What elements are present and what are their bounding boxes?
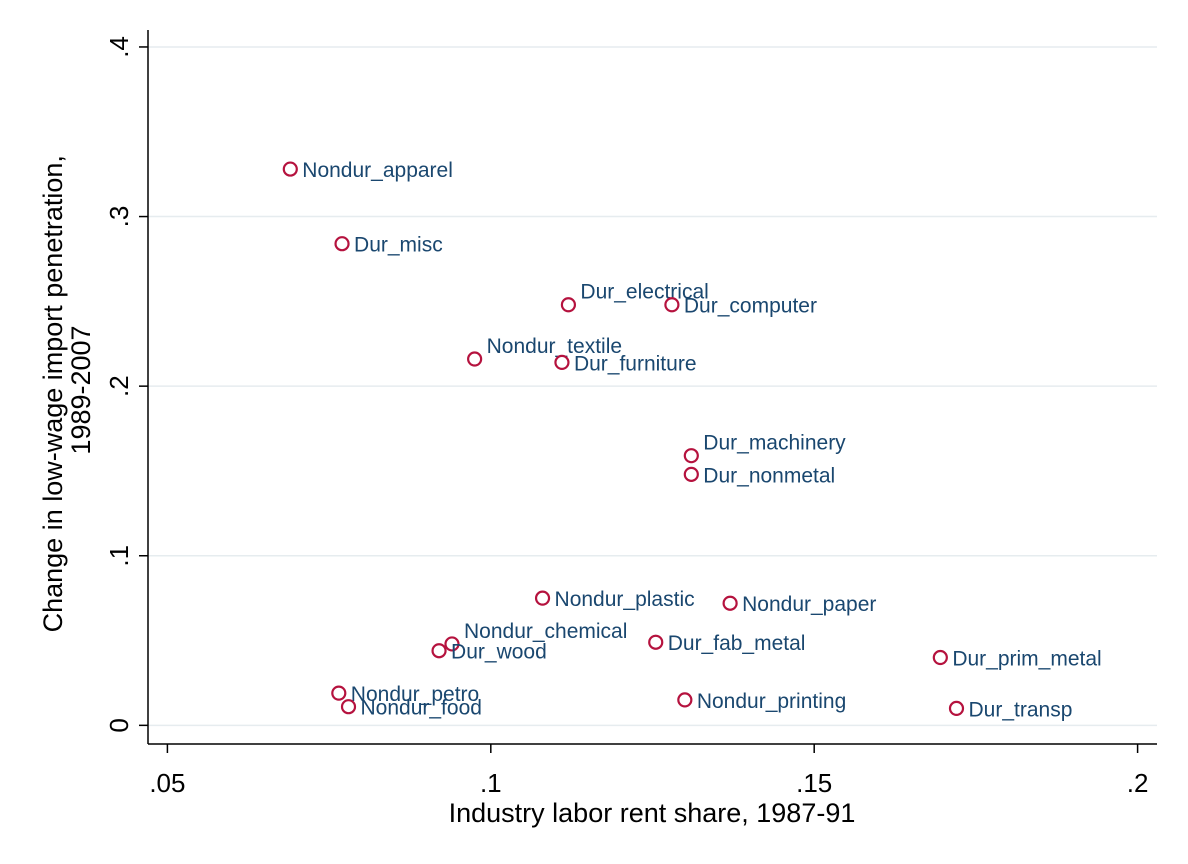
- point-label: Nondur_food: [361, 697, 482, 720]
- scatter-point: [677, 692, 693, 708]
- point-label: Dur_prim_metal: [952, 648, 1101, 671]
- point-label: Dur_electrical: [580, 281, 708, 304]
- point-label: Dur_transp: [968, 698, 1072, 721]
- x-tick-label: .05: [149, 768, 185, 798]
- point-label: Dur_wood: [451, 641, 547, 664]
- x-tick-label: .1: [480, 768, 502, 798]
- point-label: Nondur_paper: [742, 593, 876, 616]
- scatter-point: [334, 236, 350, 252]
- y-tick-label: .4: [104, 36, 134, 58]
- data-points: Nondur_apparelDur_miscDur_electricalDur_…: [282, 159, 1102, 721]
- point-label: Dur_machinery: [703, 432, 846, 455]
- scatter-point: [560, 297, 577, 313]
- y-tick-label: .1: [104, 545, 134, 567]
- scatter-point: [331, 685, 347, 701]
- gridlines: [148, 46, 1157, 727]
- y-axis-title-line-2: 1989-2007: [66, 325, 96, 454]
- scatter-point: [932, 649, 948, 666]
- scatter-point: [467, 351, 483, 367]
- scatter-point: [340, 699, 357, 715]
- scatter-point: [664, 297, 680, 313]
- point-label: Nondur_printing: [697, 690, 846, 713]
- scatter-point: [282, 161, 298, 177]
- scatter-point: [683, 466, 699, 482]
- scatter-point: [683, 448, 699, 464]
- y-tick-label: .3: [104, 206, 134, 228]
- point-label: Dur_computer: [684, 295, 817, 318]
- point-label: Dur_nonmetal: [703, 464, 835, 487]
- point-label: Nondur_petro: [351, 683, 479, 706]
- point-label: Dur_fab_metal: [668, 632, 806, 655]
- point-label: Nondur_chemical: [464, 620, 627, 643]
- point-label: Dur_furniture: [574, 352, 697, 375]
- scatter-point: [648, 634, 664, 650]
- y-axis-title: Change in low-wage import penetration, 1…: [38, 148, 96, 633]
- scatter-point: [722, 595, 738, 611]
- x-axis-title: Industry labor rent share, 1987-91: [449, 798, 856, 828]
- scatter-point: [431, 643, 447, 659]
- point-label: Nondur_plastic: [555, 588, 695, 611]
- point-label: Nondur_apparel: [302, 159, 453, 182]
- scatter-point: [444, 636, 460, 652]
- scatter-point: [554, 354, 570, 371]
- scatter-point: [534, 590, 551, 606]
- scatter-point: [948, 700, 965, 716]
- y-tick-label: .2: [104, 375, 134, 397]
- y-axis-title-line-1: Change in low-wage import penetration,: [38, 155, 68, 632]
- point-label: Dur_misc: [354, 234, 443, 257]
- axis-ticks: 0 .1 .2 .3 .4 .05 .1 .15 .2: [104, 36, 1148, 798]
- point-label: Nondur_textile: [487, 335, 622, 358]
- x-tick-label: .2: [1127, 768, 1149, 798]
- x-tick-label: .15: [796, 768, 832, 798]
- y-tick-label: 0: [104, 718, 134, 732]
